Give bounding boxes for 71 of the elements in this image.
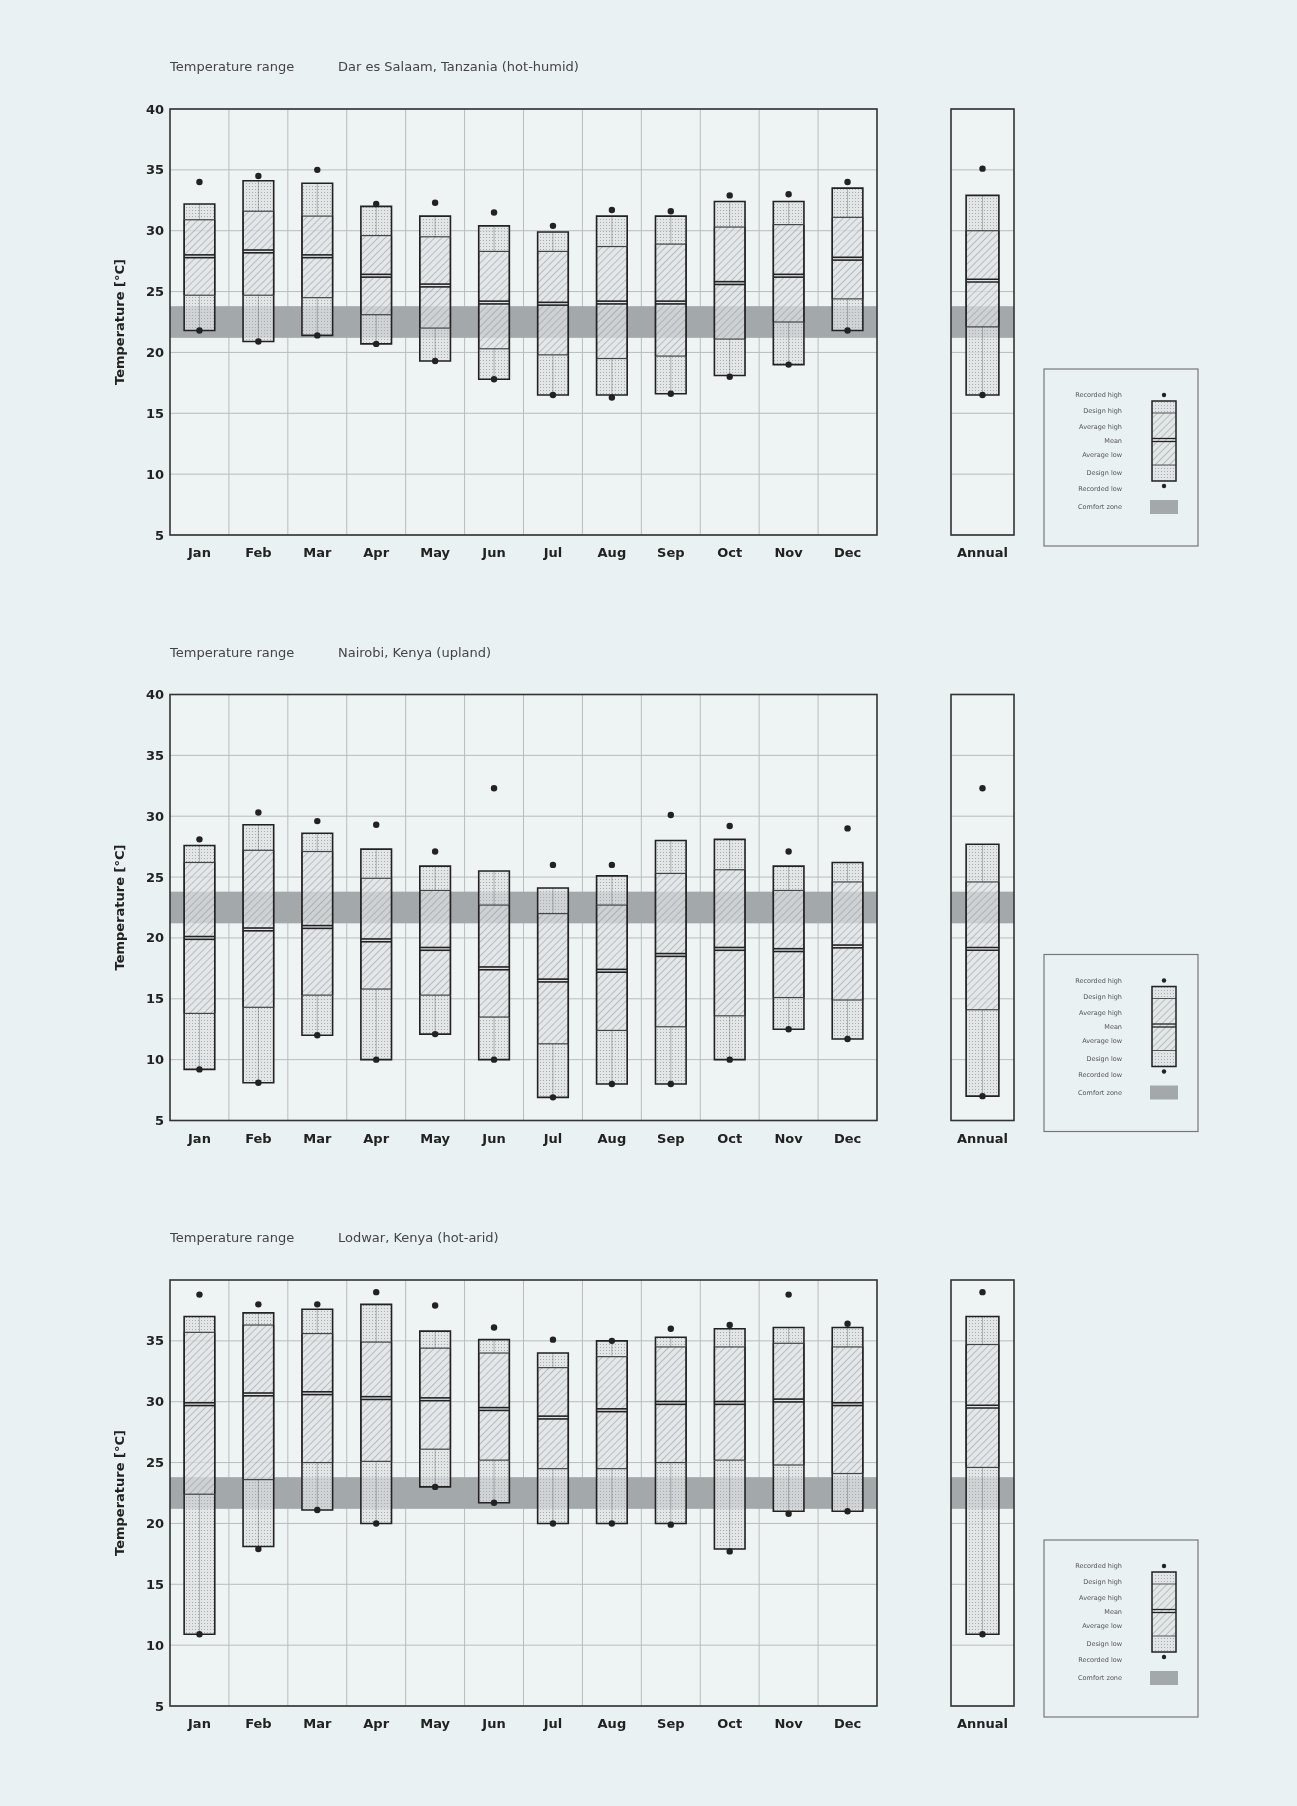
y-axis-title: Temperature [°C] (112, 259, 127, 385)
x-tick-label: Dec (833, 1716, 862, 1731)
chart-subtitle: Dar es Salaam, Tanzania (hot-humid) (338, 59, 579, 74)
x-tick-label: Jan (187, 1130, 211, 1146)
chart-subtitle: Nairobi, Kenya (upland) (338, 644, 492, 660)
chart-title: Temperature range (169, 1230, 295, 1245)
y-tick-label: 15 (145, 405, 164, 421)
x-tick-label: Oct (717, 1716, 743, 1731)
y-tick-label: 15 (145, 1576, 164, 1592)
x-tick-label: Nov (774, 1716, 804, 1731)
y-axis-title: Temperature [°C] (112, 844, 127, 971)
y-tick-label: 35 (145, 162, 164, 178)
y-tick-label: 25 (145, 1455, 164, 1471)
y-axis-title: Temperature [°C] (112, 1430, 127, 1556)
x-tick-label: Sep (657, 545, 685, 560)
y-tick-label: 10 (145, 466, 164, 482)
y-tick-label: 30 (145, 808, 164, 824)
x-tick-label: Oct (717, 1130, 743, 1146)
x-tick-label: May (420, 1130, 451, 1146)
y-tick-label: 30 (145, 1394, 164, 1410)
x-tick-label: Jun (481, 1130, 506, 1146)
x-tick-label: Jul (542, 1716, 563, 1731)
x-tick-label: Feb (245, 1130, 272, 1146)
y-tick-label: 25 (145, 869, 164, 885)
x-tick-label: Aug (597, 545, 627, 560)
chart-subtitle: Lodwar, Kenya (hot-arid) (338, 1230, 499, 1245)
x-tick-label: Apr (363, 545, 390, 560)
x-tick-label: Dec (833, 1130, 862, 1146)
y-tick-label: 30 (145, 223, 164, 239)
y-tick-label: 20 (145, 344, 164, 360)
x-tick-label: Apr (363, 1130, 390, 1146)
chart-title: Temperature range (169, 59, 295, 74)
y-tick-label: 40 (145, 687, 164, 703)
x-tick-label: Apr (363, 1716, 390, 1731)
y-tick-label: 5 (154, 527, 164, 543)
y-tick-label: 5 (154, 1113, 164, 1129)
x-tick-label: Dec (833, 545, 862, 560)
x-tick-label: Mar (303, 1130, 332, 1146)
x-tick-label: Annual (956, 1130, 1009, 1146)
y-tick-label: 40 (145, 101, 164, 117)
y-tick-label: 10 (145, 1637, 164, 1653)
x-tick-label: Nov (774, 1130, 804, 1146)
x-tick-label: Jun (481, 1716, 506, 1731)
x-tick-label: Oct (717, 545, 743, 560)
y-tick-label: 5 (154, 1698, 164, 1714)
y-tick-label: 10 (145, 1052, 164, 1068)
y-tick-label: 25 (145, 284, 164, 300)
x-tick-label: May (420, 545, 451, 560)
x-tick-label: Annual (956, 545, 1009, 560)
x-tick-label: Jun (481, 545, 506, 560)
x-tick-label: Mar (303, 545, 332, 560)
x-tick-label: Nov (774, 545, 804, 560)
x-tick-label: Aug (597, 1130, 627, 1146)
y-tick-label: 20 (145, 930, 164, 946)
x-tick-label: Jan (187, 1716, 211, 1731)
x-tick-label: Jul (542, 1130, 563, 1146)
x-tick-label: Mar (303, 1716, 332, 1731)
y-tick-label: 15 (145, 991, 164, 1007)
x-tick-label: Annual (956, 1716, 1009, 1731)
x-tick-label: Feb (245, 545, 272, 560)
x-tick-label: Sep (657, 1716, 685, 1731)
y-tick-label: 35 (145, 1333, 164, 1349)
y-tick-label: 35 (145, 747, 164, 763)
x-tick-label: Jul (542, 545, 563, 560)
x-tick-label: Sep (657, 1130, 685, 1146)
x-tick-label: Jan (187, 545, 211, 560)
y-tick-label: 20 (145, 1515, 164, 1531)
x-tick-label: Aug (597, 1716, 627, 1731)
x-tick-label: May (420, 1716, 451, 1731)
x-tick-label: Feb (245, 1716, 272, 1731)
chart-title: Temperature range (169, 644, 295, 660)
